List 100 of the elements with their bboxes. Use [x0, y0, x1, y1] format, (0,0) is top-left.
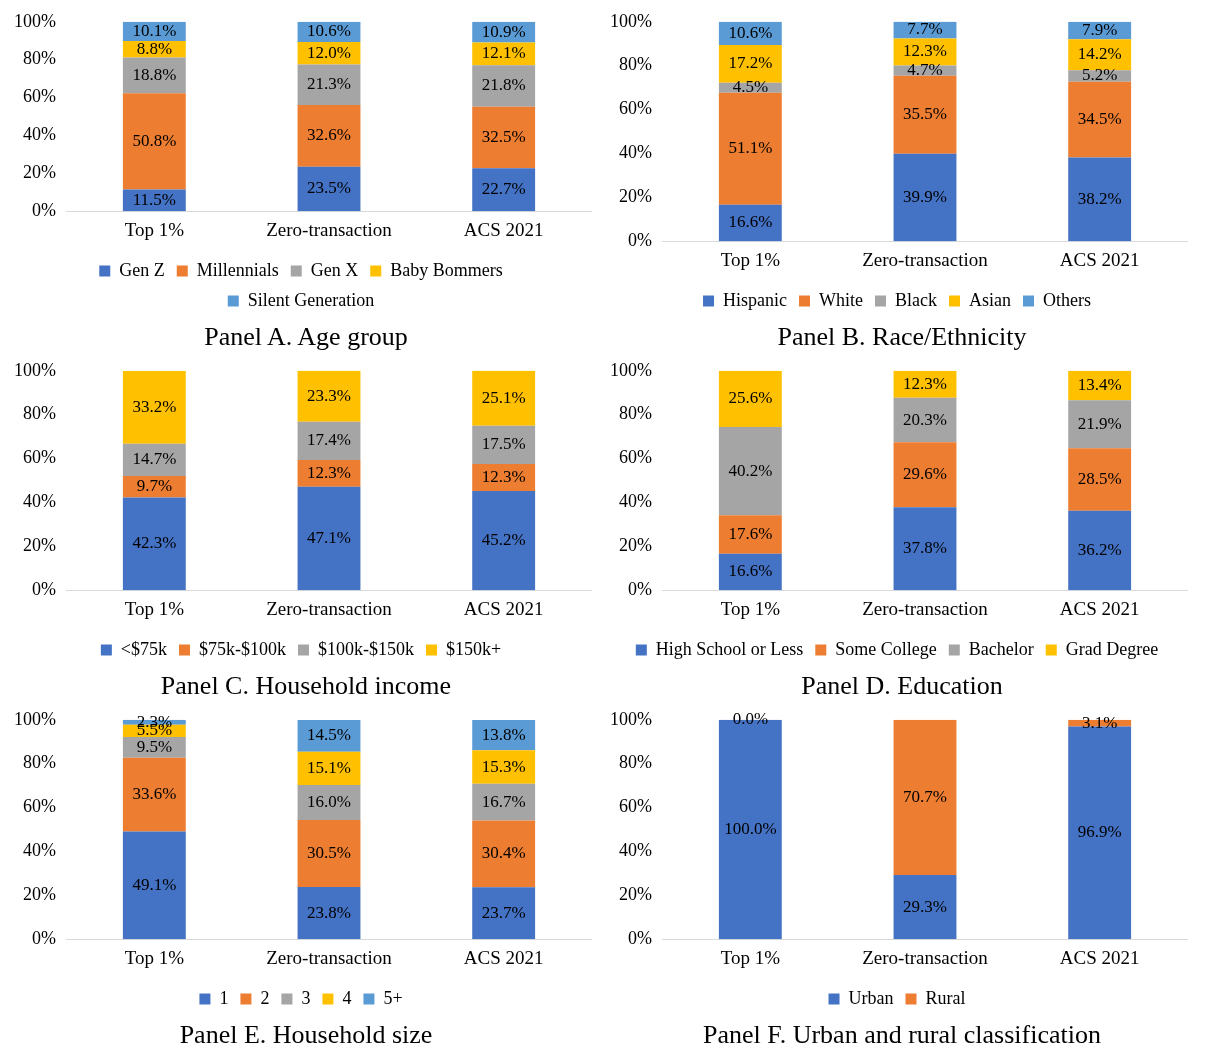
data-label: 70.7% [903, 786, 947, 806]
y-tick-label: 0% [31, 199, 56, 220]
data-label: 96.9% [1077, 822, 1122, 842]
data-label: 16.6% [728, 212, 773, 232]
x-tick-label: Top 1% [720, 946, 781, 968]
bar [472, 370, 536, 426]
y-tick-label: 20% [618, 884, 652, 905]
bar [472, 491, 536, 591]
legend-label: Asian [968, 289, 1011, 310]
legend-label: Urban [848, 987, 894, 1008]
data-label: 9.5% [136, 736, 173, 756]
data-label: 12.3% [307, 462, 351, 482]
bar [1068, 157, 1132, 242]
data-label: 12.3% [481, 467, 526, 487]
data-label: 10.6% [728, 22, 773, 42]
legend-label: Grad Degree [1065, 638, 1159, 659]
data-label: 35.5% [903, 104, 947, 124]
y-tick-label: 60% [618, 796, 652, 817]
data-label: 15.1% [307, 757, 351, 777]
x-tick-label: ACS 2021 [463, 946, 544, 968]
bar [1068, 726, 1132, 940]
bar [297, 370, 361, 422]
data-label: 7.7% [907, 19, 943, 39]
y-tick-label: 60% [618, 98, 652, 119]
bar [1068, 510, 1132, 591]
data-label: 10.6% [307, 21, 351, 41]
legend-label: Silent Generation [247, 289, 375, 310]
y-tick-label: 80% [22, 48, 56, 69]
x-tick-label: Zero-transaction [266, 597, 393, 619]
text: Panel C. Household income [160, 670, 452, 702]
legend-label: Black [895, 289, 937, 310]
data-label: 12.3% [903, 373, 947, 393]
bar [297, 104, 361, 167]
y-tick-label: 60% [22, 447, 56, 468]
x-tick-label: Top 1% [124, 218, 185, 240]
legend-label: High School or Less [655, 638, 804, 659]
y-tick-label: 0% [31, 578, 56, 599]
data-label: 12.1% [481, 43, 526, 63]
legend-label: <$75k [120, 638, 168, 659]
x-tick-label: Zero-transaction [862, 597, 989, 619]
data-label: 18.8% [132, 64, 177, 84]
y-tick-label: 40% [618, 491, 652, 512]
y-tick-label: 40% [22, 840, 56, 861]
data-label: 23.8% [307, 902, 351, 922]
data-label: 50.8% [132, 130, 177, 150]
bar [472, 750, 536, 784]
x-tick-label: ACS 2021 [1059, 946, 1140, 968]
y-tick-label: 40% [22, 124, 56, 145]
data-label: 38.2% [1077, 188, 1122, 208]
bar [472, 168, 536, 212]
text: Panel D. Education [801, 670, 1003, 702]
bar [122, 371, 186, 444]
data-label: 29.6% [903, 464, 947, 484]
data-label: 5.2% [1081, 65, 1118, 85]
data-label: 33.6% [132, 784, 177, 804]
y-tick-label: 40% [618, 840, 652, 861]
y-tick-label: 20% [618, 535, 652, 556]
data-label: 39.9% [903, 186, 947, 206]
data-label: 20.3% [903, 409, 947, 429]
data-label: 21.3% [307, 74, 351, 94]
y-tick-label: 0% [627, 927, 652, 948]
x-tick-label: Zero-transaction [266, 218, 393, 240]
data-label: 17.2% [728, 53, 773, 73]
data-label: 34.5% [1077, 109, 1122, 129]
bar [893, 442, 957, 508]
data-label: 33.2% [132, 396, 177, 416]
data-label: 13.4% [1077, 374, 1122, 394]
legend-label: Rural [925, 987, 966, 1008]
y-tick-label: 80% [22, 752, 56, 773]
y-tick-label: 80% [22, 403, 56, 424]
legend-label: $75k-$100k [199, 638, 287, 659]
bar [1068, 400, 1132, 449]
x-tick-label: ACS 2021 [1059, 248, 1140, 270]
data-label: 22.7% [481, 179, 526, 199]
y-tick-label: 20% [618, 186, 652, 207]
bar [893, 153, 957, 242]
bar [893, 75, 957, 154]
y-tick-label: 40% [22, 491, 56, 512]
y-tick-label: 20% [22, 535, 56, 556]
x-tick-label: Top 1% [720, 597, 781, 619]
data-label: 23.3% [307, 385, 351, 405]
x-tick-label: Top 1% [720, 248, 781, 270]
legend-label: Others [1042, 289, 1091, 310]
data-label: 25.1% [481, 387, 526, 407]
bar [893, 719, 957, 875]
data-label: 12.0% [307, 42, 351, 62]
bar [893, 874, 957, 940]
bar [718, 92, 782, 205]
data-label: 47.1% [307, 528, 351, 547]
y-tick-label: 80% [618, 403, 652, 424]
data-label: 16.7% [481, 791, 526, 811]
legend-label: 5+ [383, 987, 403, 1008]
y-tick-label: 100% [13, 10, 56, 31]
bar [472, 887, 536, 940]
data-label: 25.6% [728, 388, 773, 408]
data-label: 28.5% [1077, 468, 1122, 488]
legend-label: Gen X [310, 259, 359, 280]
data-label: 21.9% [1077, 413, 1122, 433]
bar [472, 820, 536, 888]
data-label: 42.3% [132, 533, 177, 553]
